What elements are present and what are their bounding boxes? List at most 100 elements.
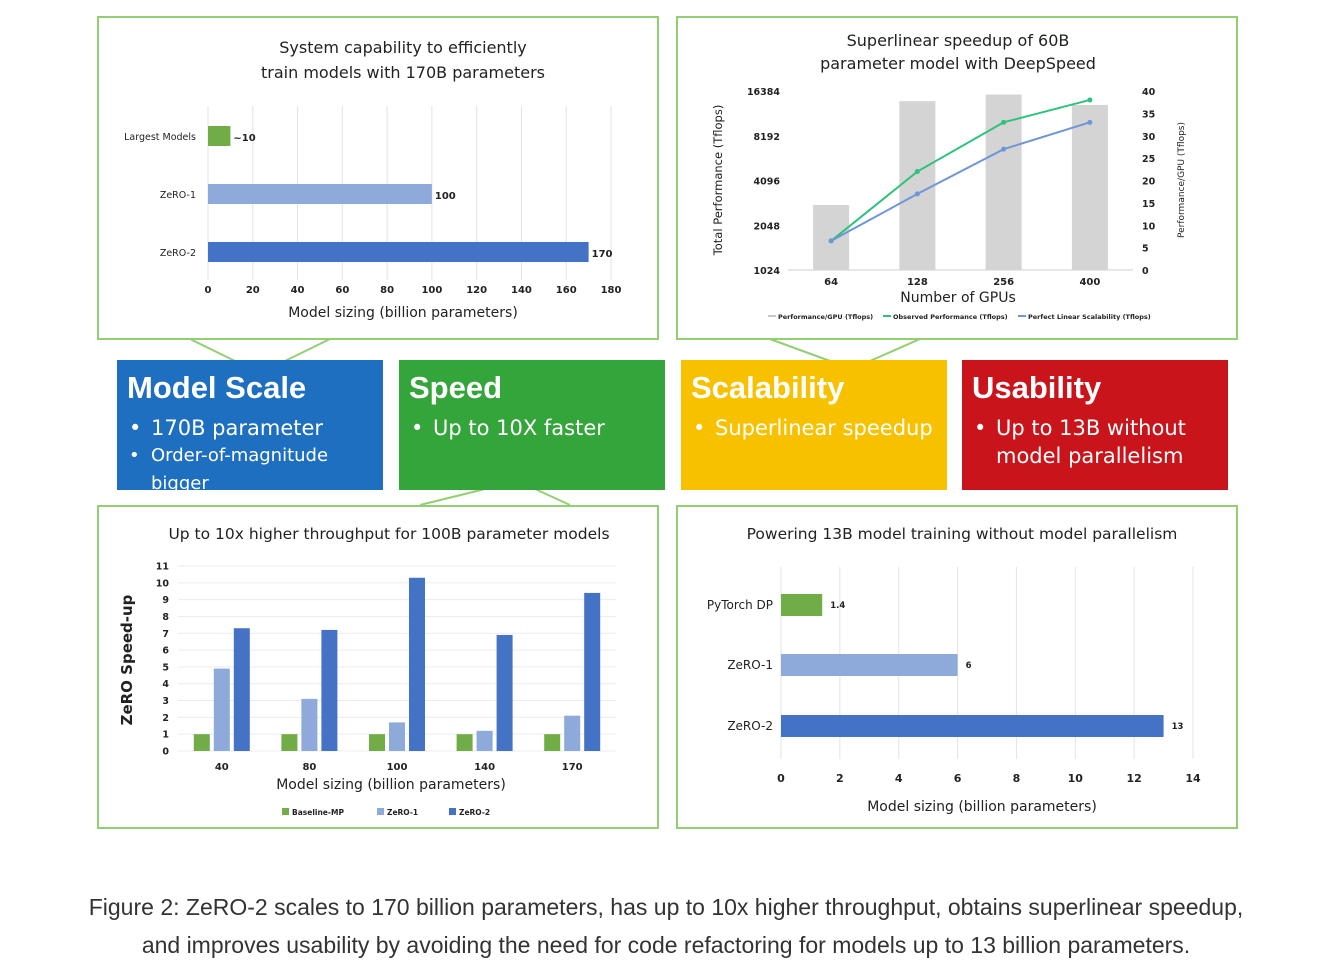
left-tick-label: 4096 — [754, 177, 781, 188]
category-label: ZeRO-2 — [160, 248, 196, 259]
tile-usability: Usability Up to 13B without model parall… — [962, 360, 1228, 490]
bar — [208, 242, 589, 262]
x-tick-label: 14 — [1185, 772, 1201, 785]
x-tick-label: 128 — [907, 277, 928, 288]
caption-line: Figure 2: ZeRO-2 scales to 170 billion p… — [88, 894, 1244, 920]
chart-title: parameter model with DeepSpeed — [820, 54, 1096, 73]
y-axis-label-left: Total Performance (Tflops) — [711, 105, 725, 257]
tile-speed: Speed Up to 10X faster — [399, 360, 665, 490]
x-tick-label: 8 — [1013, 772, 1021, 785]
chart-title: Superlinear speedup of 60B — [847, 31, 1070, 50]
right-tick-label: 40 — [1142, 87, 1156, 98]
x-tick-label: 0 — [777, 772, 785, 785]
left-tick-label: 16384 — [747, 87, 780, 98]
category-label: Largest Models — [124, 132, 196, 143]
series-point — [914, 191, 920, 197]
usability-chart: Powering 13B model training without mode… — [707, 525, 1201, 815]
legend-swatch — [282, 808, 289, 815]
x-axis-label: Model sizing (billion parameters) — [276, 777, 506, 793]
x-tick-label: 170 — [562, 762, 583, 773]
x-tick-label: 140 — [511, 285, 532, 296]
bar — [208, 184, 432, 204]
category-label: PyTorch DP — [707, 598, 773, 612]
x-tick-label: 80 — [380, 285, 394, 296]
bar — [584, 592, 601, 751]
series-point — [1001, 146, 1007, 152]
legend-label: Performance/GPU (Tflops) — [778, 313, 873, 321]
chart-title: train models with 170B parameters — [261, 63, 545, 82]
bar — [389, 722, 405, 751]
legend-label: ZeRO-2 — [459, 808, 490, 817]
tile-bullets: 170B parameter Order-of-magnitude bigger — [127, 414, 383, 498]
x-tick-label: 160 — [556, 285, 577, 296]
left-tick-label: 1024 — [754, 266, 781, 277]
chart-title: Up to 10x higher throughput for 100B par… — [168, 525, 609, 543]
series-point — [1087, 119, 1093, 125]
tile-bullet: Order-of-magnitude bigger — [127, 442, 383, 498]
y-tick-label: 8 — [162, 612, 169, 623]
x-tick-label: 100 — [387, 762, 408, 773]
right-tick-label: 15 — [1142, 199, 1155, 210]
usability-chart-panel: Powering 13B model training without mode… — [676, 505, 1238, 829]
throughput-chart: Up to 10x higher throughput for 100B par… — [118, 525, 616, 817]
bar — [193, 734, 210, 751]
superlinear-chart: Superlinear speedup of 60B parameter mode… — [711, 31, 1187, 321]
x-tick-label: 12 — [1126, 772, 1141, 785]
bar — [781, 715, 1164, 737]
y-tick-label: 0 — [162, 747, 169, 758]
series-point — [1087, 97, 1093, 103]
bar — [233, 628, 250, 751]
bar — [208, 126, 231, 146]
category-label: ZeRO-2 — [727, 719, 773, 733]
throughput-chart-panel: Up to 10x higher throughput for 100B par… — [97, 505, 659, 829]
x-axis-label: Model sizing (billion parameters) — [867, 799, 1097, 815]
x-tick-label: 120 — [466, 285, 487, 296]
bar — [301, 698, 318, 751]
bar — [496, 634, 513, 751]
chart-title: System capability to efficiently — [279, 38, 527, 57]
tile-title: Speed — [409, 370, 503, 405]
y-tick-label: 9 — [162, 595, 169, 606]
right-tick-label: 20 — [1142, 177, 1156, 188]
tile-bullet: 170B parameter — [127, 414, 383, 442]
x-axis-label: Number of GPUs — [900, 290, 1015, 306]
legend-swatch — [449, 808, 456, 815]
x-tick-label: 60 — [335, 285, 349, 296]
bar — [213, 668, 230, 751]
data-label: 170 — [592, 249, 613, 260]
bar — [781, 654, 958, 676]
chart-title: Powering 13B model training without mode… — [747, 525, 1178, 543]
y-tick-label: 1 — [162, 730, 169, 741]
x-tick-label: 80 — [302, 762, 316, 773]
bar — [564, 715, 581, 751]
data-label: 1.4 — [830, 601, 845, 611]
legend-label: Perfect Linear Scalability (Tflops) — [1028, 313, 1151, 321]
series-line — [830, 98, 1091, 242]
bar — [369, 734, 385, 751]
right-tick-label: 25 — [1142, 154, 1155, 165]
data-label: 13 — [1172, 722, 1184, 732]
x-tick-label: 2 — [836, 772, 844, 785]
series-line — [830, 121, 1091, 242]
x-tick-label: 4 — [895, 772, 903, 785]
y-tick-label: 4 — [162, 679, 169, 690]
y-tick-label: 10 — [156, 578, 170, 589]
right-tick-label: 0 — [1142, 266, 1149, 277]
capability-chart-panel: System capability to efficiently train mo… — [97, 16, 659, 340]
bar — [899, 101, 936, 270]
y-tick-label: 11 — [156, 562, 169, 573]
left-tick-label: 8192 — [754, 132, 780, 143]
left-tick-label: 2048 — [754, 221, 781, 232]
tile-model-scale: Model Scale 170B parameter Order-of-magn… — [117, 360, 383, 494]
x-tick-label: 256 — [993, 277, 1014, 288]
x-tick-label: 400 — [1079, 277, 1100, 288]
superlinear-chart-panel: Superlinear speedup of 60B parameter mode… — [676, 16, 1238, 340]
x-tick-label: 140 — [474, 762, 495, 773]
category-label: ZeRO-1 — [727, 658, 773, 672]
right-tick-label: 5 — [1142, 244, 1149, 255]
legend-label: ZeRO-1 — [387, 808, 418, 817]
tile-bullets: Superlinear speedup — [691, 414, 933, 442]
y-tick-label: 2 — [162, 713, 169, 724]
y-tick-label: 6 — [162, 646, 169, 657]
